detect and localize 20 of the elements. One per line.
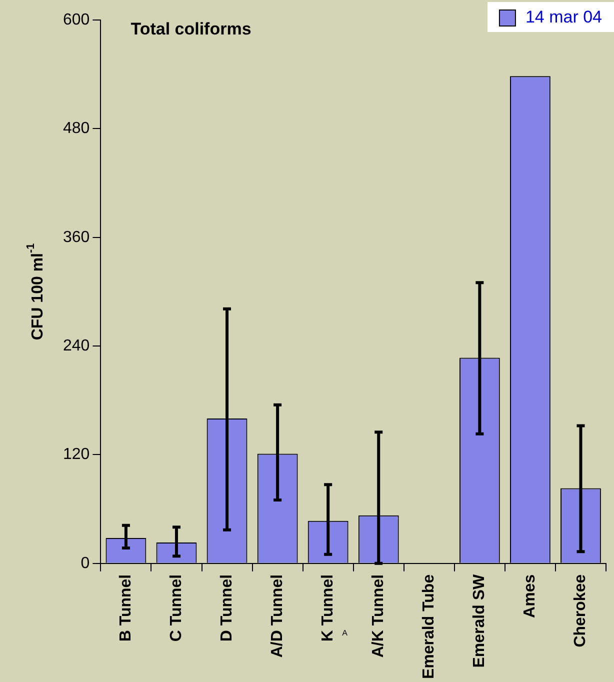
x-tick-label: Emerald SW	[471, 573, 488, 668]
x-tick-label: D Tunnel	[218, 574, 236, 642]
y-tick-label: 0	[80, 554, 90, 572]
y-tick-label: 600	[62, 11, 90, 28]
y-axis-title: CFU 100 ml-1	[25, 243, 46, 340]
x-tick-label: C Tunnel	[168, 574, 185, 642]
x-tick-label: Ames	[522, 574, 539, 618]
x-tick-label: K Tunnel	[319, 574, 336, 642]
x-tick-label: A/K Tunnel	[370, 574, 388, 658]
y-tick-label: 240	[62, 337, 90, 354]
x-tick-label: Cherokee	[572, 574, 590, 648]
y-tick-label: 480	[62, 120, 90, 138]
text: A	[342, 628, 348, 638]
y-tick-label: 360	[62, 228, 90, 246]
y-tick-label: 120	[62, 446, 90, 464]
x-tick-label: Emerald Tube	[420, 574, 438, 680]
legend-label: 14 mar 04	[525, 8, 602, 27]
x-tick-label: B Tunnel	[117, 574, 134, 642]
chart-title: Total coliforms	[130, 20, 252, 39]
x-tick-label: A/D Tunnel	[268, 574, 286, 658]
